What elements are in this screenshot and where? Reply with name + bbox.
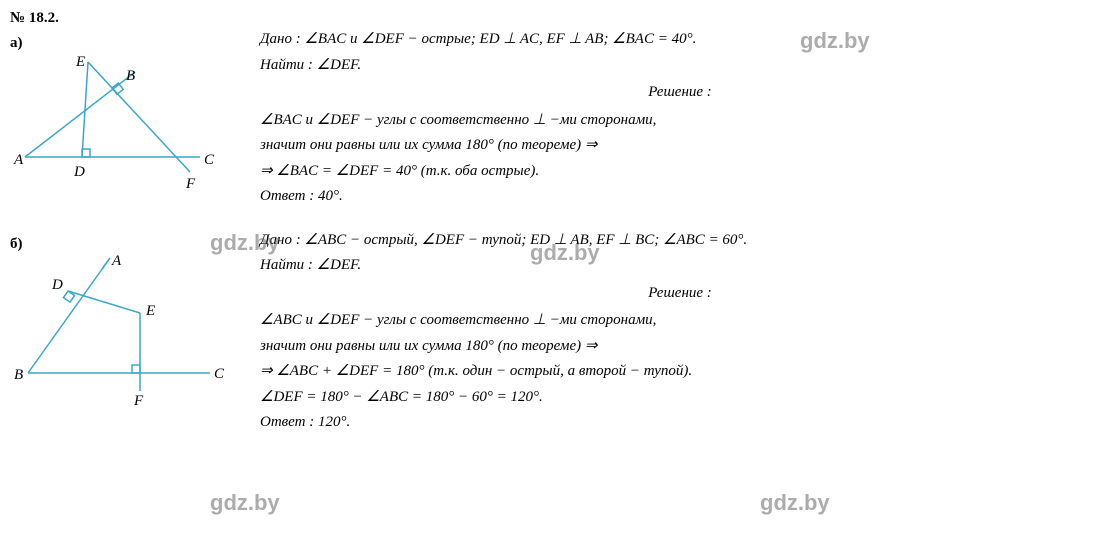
svg-text:D: D	[73, 164, 85, 180]
part-a-label: а)	[10, 35, 260, 52]
sol-b-1: ∠ABC и ∠DEF − углы с соответственно ⊥ −м…	[260, 308, 1100, 334]
watermark: gdz.by	[210, 490, 280, 516]
part-b-text: Дано : ∠ABC − острый, ∠DEF − тупой; ED ⊥…	[260, 228, 1100, 436]
find-a: Найти : ∠DEF.	[260, 53, 1100, 79]
svg-text:C: C	[214, 366, 225, 382]
part-a: а) A C D E	[10, 27, 1100, 210]
svg-text:C: C	[204, 152, 215, 168]
sol-a-2: значит они равны или их сумма 180° (по т…	[260, 133, 1100, 159]
diagram-b: A B C D E F	[10, 253, 230, 413]
svg-text:F: F	[185, 176, 196, 192]
part-a-text: Дано : ∠BAC и ∠DEF − острые; ED ⊥ AC, EF…	[260, 27, 1100, 210]
sol-a-1: ∠BAC и ∠DEF − углы с соответственно ⊥ −м…	[260, 108, 1100, 134]
diagram-a: A C D E B F	[10, 52, 225, 192]
svg-text:B: B	[126, 68, 135, 84]
svg-text:D: D	[51, 277, 63, 293]
svg-text:A: A	[111, 253, 122, 269]
answer-a: Ответ : 40°.	[260, 184, 1100, 210]
problem-number: № 18.2.	[10, 10, 1100, 27]
part-b-label: б)	[10, 236, 260, 253]
svg-text:A: A	[13, 152, 24, 168]
sol-b-4: ∠DEF = 180° − ∠ABC = 180° − 60° = 120°.	[260, 385, 1100, 411]
given-b: Дано : ∠ABC − острый, ∠DEF − тупой; ED ⊥…	[260, 228, 1100, 254]
given-a: Дано : ∠BAC и ∠DEF − острые; ED ⊥ AC, EF…	[260, 27, 1100, 53]
svg-text:B: B	[14, 367, 23, 383]
solution-header-a: Решение :	[260, 80, 1100, 106]
svg-text:F: F	[133, 393, 144, 409]
svg-text:E: E	[75, 54, 85, 70]
solution-header-b: Решение :	[260, 281, 1100, 307]
sol-b-3: ⇒ ∠ABC + ∠DEF = 180° (т.к. один − острый…	[260, 359, 1100, 385]
watermark: gdz.by	[760, 490, 830, 516]
find-b: Найти : ∠DEF.	[260, 253, 1100, 279]
answer-b: Ответ : 120°.	[260, 410, 1100, 436]
sol-b-2: значит они равны или их сумма 180° (по т…	[260, 334, 1100, 360]
sol-a-3: ⇒ ∠BAC = ∠DEF = 40° (т.к. оба острые).	[260, 159, 1100, 185]
part-b: б) A B	[10, 228, 1100, 436]
svg-text:E: E	[145, 303, 155, 319]
